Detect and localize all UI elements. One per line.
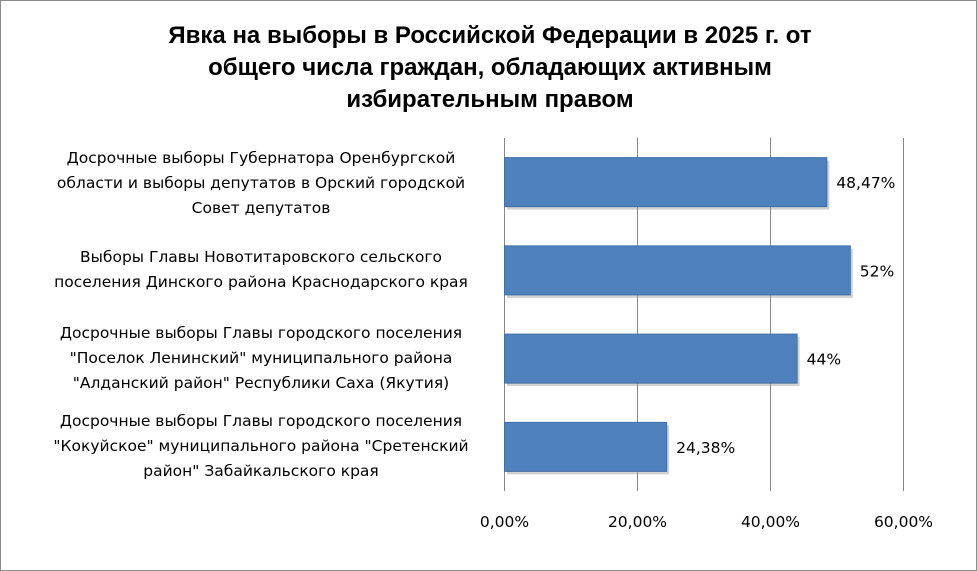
- data-label-3: 44%: [807, 351, 841, 369]
- category-label-1-line-1: Досрочные выборы Губернатора Оренбургско…: [66, 149, 456, 167]
- category-label-4-line-2: "Кокуйское" муниципального района "Срете…: [53, 437, 469, 455]
- category-label-3-line-1: Досрочные выборы Главы городского поселе…: [59, 324, 463, 342]
- x-tick-label-4: 60,00%: [874, 513, 933, 531]
- category-label-4-line-1: Досрочные выборы Главы городского поселе…: [59, 412, 463, 430]
- chart-title: Явка на выборы в Российской Федерации в …: [90, 20, 890, 116]
- bar-3: [504, 333, 798, 384]
- bar-4: [504, 421, 668, 472]
- category-label-2: Выборы Главы Новотитаровского сельского …: [30, 245, 492, 295]
- category-label-1: Досрочные выборы Губернатора Оренбургско…: [30, 146, 492, 221]
- category-label-4: Досрочные выборы Главы городского поселе…: [30, 409, 492, 484]
- category-label-3-line-3: "Алданский район" Республики Саха (Якути…: [72, 374, 450, 392]
- category-label-2-line-1: Выборы Главы Новотитаровского сельского: [80, 248, 442, 266]
- bar-1: [504, 157, 828, 208]
- category-label-3: Досрочные выборы Главы городского поселе…: [30, 321, 492, 396]
- x-tick-label-3: 40,00%: [741, 513, 800, 531]
- data-label-1: 48,47%: [836, 174, 895, 192]
- data-label-2: 52%: [860, 262, 894, 280]
- chart-title-line-2: общего числа граждан, обладающих активны…: [208, 54, 772, 81]
- category-label-2-line-2: поселения Динского района Краснодарского…: [54, 273, 468, 291]
- data-label-4: 24,38%: [676, 439, 735, 457]
- category-label-4-line-3: район" Забайкальского края: [143, 462, 379, 480]
- category-label-1-line-2: области и выборы депутатов в Орский горо…: [56, 174, 466, 192]
- x-tick-label-2: 20,00%: [608, 513, 667, 531]
- x-tick-label-1: 0,00%: [480, 513, 529, 531]
- category-label-1-line-3: Совет депутатов: [191, 199, 331, 217]
- bar-2: [504, 245, 851, 296]
- chart-title-line-3: избирательным правом: [346, 86, 634, 113]
- category-label-3-line-2: "Поселок Ленинский" муниципального район…: [69, 349, 453, 367]
- chart-title-line-1: Явка на выборы в Российской Федерации в …: [168, 22, 812, 49]
